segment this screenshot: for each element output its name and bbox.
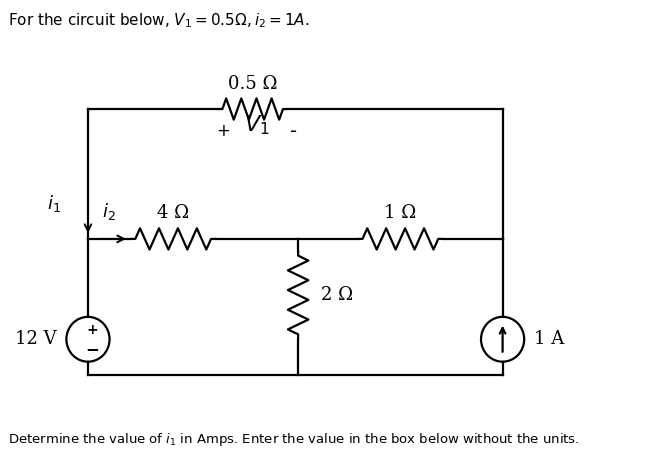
Text: 4 Ω: 4 Ω [157,205,189,222]
Text: +: + [87,323,98,337]
Text: For the circuit below, $V_1 = 0.5\Omega, i_2 = 1A$.: For the circuit below, $V_1 = 0.5\Omega,… [8,12,310,30]
Text: 0.5 Ω: 0.5 Ω [228,75,277,93]
Text: −: − [86,340,99,358]
Text: $V_1$: $V_1$ [244,114,270,137]
Text: -: - [290,122,297,141]
Text: 12 V: 12 V [15,330,57,348]
Text: 2 Ω: 2 Ω [321,286,353,304]
Text: +: + [216,123,230,140]
Text: 1 Ω: 1 Ω [384,205,417,222]
Text: 1 A: 1 A [534,330,564,348]
Text: $i_2$: $i_2$ [102,201,116,222]
Text: Determine the value of $i_1$ in Amps. Enter the value in the box below without t: Determine the value of $i_1$ in Amps. En… [8,431,580,448]
Text: $i_1$: $i_1$ [47,193,61,214]
